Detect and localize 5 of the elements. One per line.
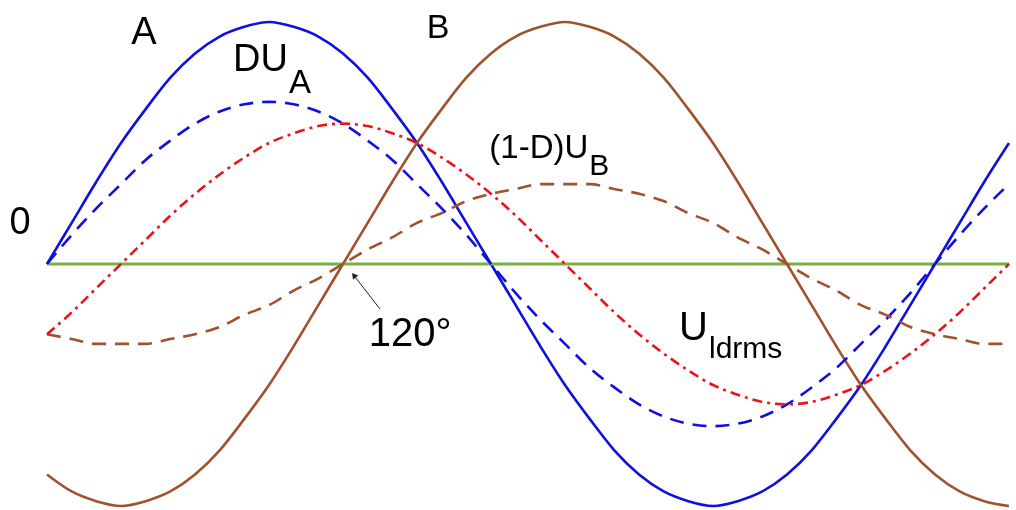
- series-label: A: [131, 10, 158, 52]
- series-label: B: [426, 7, 450, 45]
- annotation: 120°: [368, 310, 452, 354]
- series-label: (1-D)UB: [489, 128, 610, 182]
- text: 0: [9, 200, 31, 242]
